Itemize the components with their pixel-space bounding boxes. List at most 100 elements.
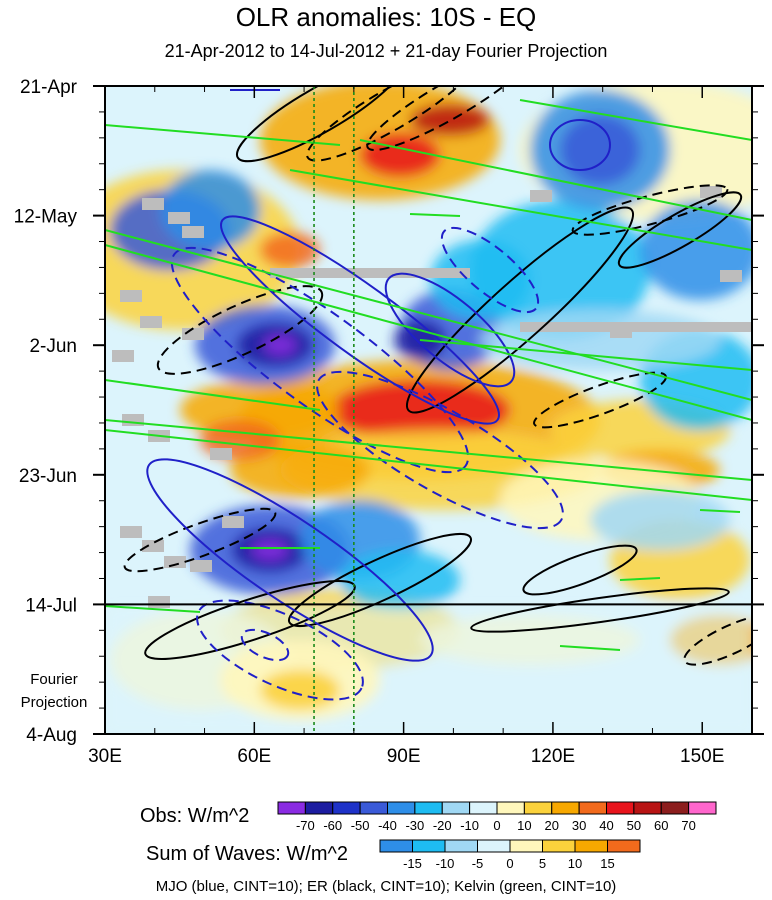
colorbar-swatch xyxy=(469,801,498,815)
waves-colorbar-label: Sum of Waves: W/m^2 xyxy=(146,843,349,865)
colorbar-swatch xyxy=(477,839,511,853)
obs-colorbar: -70 -60 -50 -40 -30 -20 -10 0 10 20 30 40 50 60 70 xyxy=(277,801,717,833)
axes: 30E 60E 90E 120E 150E 21-Apr 12-May 2-Jun 23-Jun… xyxy=(14,77,764,767)
missing-data-box xyxy=(142,540,164,552)
colorbar-swatch xyxy=(277,801,306,815)
fourier-projection-label: Fourier Projection xyxy=(6,668,102,714)
kelvin-contour xyxy=(619,577,661,581)
colorbar-tick-label: 50 xyxy=(627,818,641,833)
colorbar-swatch xyxy=(412,839,446,853)
er-contour xyxy=(287,533,473,627)
missing-data-box xyxy=(530,190,552,202)
colorbar-tick-label: -50 xyxy=(351,818,370,833)
er-contour xyxy=(617,191,743,269)
colorbar-swatch xyxy=(509,839,543,853)
x-tick-label: 90E xyxy=(387,746,421,767)
missing-data-box xyxy=(120,526,142,538)
missing-data-box xyxy=(120,290,142,302)
er-contour xyxy=(123,507,277,573)
y-tick-label: 21-Apr xyxy=(20,77,78,98)
fourier-label-line2: Projection xyxy=(20,694,88,711)
mjo-contour xyxy=(220,215,500,425)
missing-data-box xyxy=(112,350,134,362)
colorbar-tick-label: 0 xyxy=(493,818,500,833)
colorbar-swatch xyxy=(379,839,413,853)
anomaly-blob xyxy=(230,442,370,498)
missing-data-box xyxy=(182,226,204,238)
er-contour xyxy=(571,184,729,236)
kelvin-contour xyxy=(409,213,461,217)
colorbar-tick-label: 5 xyxy=(539,856,546,871)
colorbar-swatch xyxy=(523,801,553,815)
y-tick-label: 12-May xyxy=(14,207,78,228)
missing-data-box xyxy=(148,596,170,608)
fourier-label-line1: Fourier xyxy=(30,671,78,688)
colorbar-tick-label: 15 xyxy=(600,856,614,871)
colorbar-swatch xyxy=(633,801,662,815)
mjo-contour xyxy=(316,370,564,530)
anomaly-blob xyxy=(340,550,460,610)
colorbar-swatch xyxy=(441,801,471,815)
kelvin-contour xyxy=(699,509,741,513)
anomaly-blob xyxy=(640,200,752,300)
missing-data-box xyxy=(270,268,470,278)
anomaly-blob xyxy=(410,104,490,136)
contour-legend-note: MJO (blue, CINT=10); ER (black, CINT=10)… xyxy=(155,878,617,895)
missing-data-box xyxy=(190,560,212,572)
kelvin-contour xyxy=(105,419,752,481)
colorbar-swatch xyxy=(414,801,443,815)
colorbar-tick-label: -70 xyxy=(296,818,315,833)
kelvin-contour xyxy=(289,169,752,251)
colorbar-tick-label: -15 xyxy=(403,856,422,871)
colorbar-swatch xyxy=(660,801,690,815)
missing-data-box xyxy=(164,556,186,568)
x-tick-label: 60E xyxy=(237,746,271,767)
colorbar-tick-label: -40 xyxy=(378,818,397,833)
mjo-contour xyxy=(384,272,516,388)
mjo-contour xyxy=(440,226,540,314)
projection-region xyxy=(105,604,752,734)
chart-title: OLR anomalies: 10S - EQ xyxy=(235,2,537,32)
x-tick-label: 150E xyxy=(680,746,724,767)
obs-colorbar-label: Obs: W/m^2 xyxy=(140,805,250,827)
kelvin-contour xyxy=(559,645,621,651)
colorbar-tick-label: -10 xyxy=(436,856,455,871)
y-tick-label: 4-Aug xyxy=(26,725,77,746)
kelvin-contour xyxy=(105,229,752,401)
y-tick-label: 2-Jun xyxy=(29,336,77,357)
er-contour xyxy=(405,206,635,414)
kelvin-contour xyxy=(105,124,341,146)
colorbar-swatch xyxy=(359,801,388,815)
missing-data-box xyxy=(168,212,190,224)
mjo-contour xyxy=(240,628,290,662)
er-contour xyxy=(366,86,534,151)
missing-data-box xyxy=(142,198,164,210)
er-contour xyxy=(235,86,405,163)
missing-data-box xyxy=(222,516,244,528)
missing-data-box xyxy=(210,448,232,460)
anomaly-blob xyxy=(360,133,440,177)
colorbar-tick-label: 40 xyxy=(599,818,613,833)
colorbar-swatch xyxy=(387,801,416,815)
mjo-contour xyxy=(549,119,611,171)
colorbar-swatch xyxy=(496,801,525,815)
mjo-contour xyxy=(196,599,364,701)
colorbar-tick-label: 10 xyxy=(517,818,531,833)
kelvin-contour xyxy=(359,139,752,221)
kelvin-contour xyxy=(419,339,752,371)
colorbar-tick-label: 30 xyxy=(572,818,586,833)
mjo-contour xyxy=(170,246,470,474)
kelvin-contour xyxy=(105,379,321,411)
plot-frame xyxy=(104,85,753,735)
colorbar-tick-label: 60 xyxy=(654,818,668,833)
mjo-contour xyxy=(146,458,434,662)
er-contour xyxy=(156,285,324,375)
colorbar-swatch xyxy=(688,801,717,815)
kelvin-contour xyxy=(105,605,201,613)
anomaly-blob xyxy=(160,170,260,250)
x-tick-label: 30E xyxy=(88,746,122,767)
x-tick-label: 120E xyxy=(531,746,575,767)
colorbar-swatch xyxy=(332,801,361,815)
missing-data-box xyxy=(520,322,752,332)
